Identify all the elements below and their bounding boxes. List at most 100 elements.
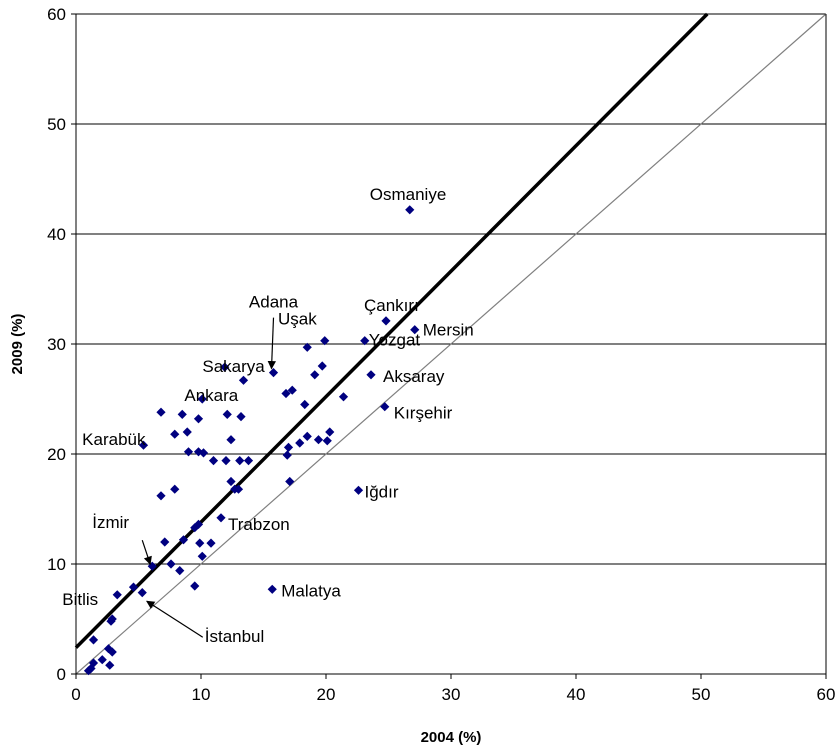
data-point-48	[216, 513, 226, 523]
data-point-3	[360, 336, 370, 346]
data-point-12	[287, 385, 297, 395]
data-point-0	[405, 205, 415, 215]
data-point-9	[366, 370, 376, 380]
data-point-17	[197, 394, 207, 404]
data-point-24	[182, 427, 192, 437]
data-point-55	[197, 551, 207, 561]
data-point-26	[325, 427, 335, 437]
data-point-5	[302, 342, 312, 352]
annotation-label: Trabzon	[228, 515, 290, 534]
data-point-53	[195, 538, 205, 548]
data-point-22	[193, 414, 204, 424]
data-point-15	[300, 399, 310, 410]
data-point-38	[221, 456, 231, 466]
annotation-label: Malatya	[281, 581, 341, 600]
y-tick-label-60: 60	[47, 5, 66, 24]
x-tick-label-0: 0	[71, 685, 80, 704]
annotation-label: Osmaniye	[370, 185, 447, 204]
axes	[71, 13, 827, 679]
annotation-label: Kırşehir	[394, 404, 453, 423]
annotation-label: Sakarya	[202, 357, 265, 376]
data-point-56	[147, 561, 157, 571]
data-point-20	[222, 409, 232, 419]
annotation-label: Uşak	[278, 310, 317, 329]
data-point-71	[105, 660, 115, 670]
annotation-label: Mersin	[423, 321, 474, 340]
data-point-51	[160, 537, 170, 547]
data-point-13	[281, 388, 291, 399]
data-point-11	[310, 370, 320, 380]
y-tick-label-40: 40	[47, 225, 66, 244]
data-point-37	[208, 456, 219, 466]
annotation-arrow	[146, 600, 204, 638]
annotation-label: Adana	[249, 293, 299, 312]
data-point-6	[268, 368, 279, 378]
data-point-8	[238, 375, 249, 385]
data-point-44	[285, 476, 295, 487]
data-point-14	[338, 392, 349, 402]
data-point-25	[226, 435, 236, 445]
data-point-70	[88, 658, 99, 668]
data-point-7	[220, 362, 230, 372]
data-point-21	[236, 412, 246, 422]
data-point-63	[112, 590, 122, 600]
data-point-41	[226, 476, 236, 487]
data-point-10	[317, 361, 327, 371]
data-point-61	[128, 582, 139, 592]
annotation-label: Aksaray	[383, 367, 445, 386]
annotation-label: Yozgat	[369, 331, 421, 350]
data-point-68	[107, 647, 117, 657]
data-points	[83, 205, 420, 676]
data-point-54	[206, 538, 216, 548]
x-tick-label-50: 50	[692, 685, 711, 704]
data-point-39	[235, 456, 245, 466]
data-point-36	[198, 448, 209, 458]
x-axis-title: 2004 (%)	[421, 729, 482, 746]
data-point-62	[137, 588, 147, 598]
data-point-28	[313, 435, 324, 445]
data-point-46	[170, 484, 180, 494]
y-tick-label-0: 0	[57, 665, 66, 684]
data-point-60	[267, 584, 277, 594]
data-point-43	[230, 484, 240, 494]
annotation-arrow	[267, 317, 276, 370]
data-point-34	[183, 447, 194, 457]
x-tick-label-60: 60	[817, 685, 836, 704]
data-point-59	[190, 581, 200, 591]
data-point-33	[138, 440, 149, 450]
annotation-label: Bitlis	[62, 590, 98, 609]
data-point-32	[282, 450, 292, 460]
data-point-65	[106, 616, 116, 626]
data-point-2	[410, 325, 420, 335]
data-point-29	[322, 436, 332, 446]
data-point-72	[86, 663, 96, 674]
data-point-18	[156, 407, 166, 417]
data-point-73	[83, 666, 94, 676]
annotation-label: Çankırı	[364, 296, 419, 315]
data-point-58	[175, 566, 185, 576]
data-point-50	[190, 523, 200, 533]
data-point-57	[166, 559, 176, 569]
y-tick-label-20: 20	[47, 445, 66, 464]
annotation-label: Iğdır	[365, 482, 399, 501]
x-tick-label-40: 40	[567, 685, 586, 704]
data-point-1	[381, 316, 391, 326]
annotation-arrow	[141, 540, 152, 565]
data-point-69	[97, 655, 107, 665]
y-axis-title: 2009 (%)	[9, 314, 26, 375]
data-point-47	[156, 491, 166, 501]
data-point-16	[380, 402, 390, 412]
data-point-31	[283, 442, 294, 452]
x-tick-label-10: 10	[192, 685, 211, 704]
data-point-52	[178, 535, 189, 545]
data-point-45	[353, 485, 364, 495]
tick-labels: 0 10 20 30 40 50 60 0 10 20 30 40 50 60	[47, 5, 835, 704]
data-point-27	[302, 431, 312, 441]
x-tick-label-20: 20	[317, 685, 336, 704]
data-point-35	[193, 447, 204, 457]
annotation-label: İstanbul	[205, 627, 265, 646]
x-tick-label-30: 30	[442, 685, 461, 704]
data-point-19	[177, 409, 187, 419]
